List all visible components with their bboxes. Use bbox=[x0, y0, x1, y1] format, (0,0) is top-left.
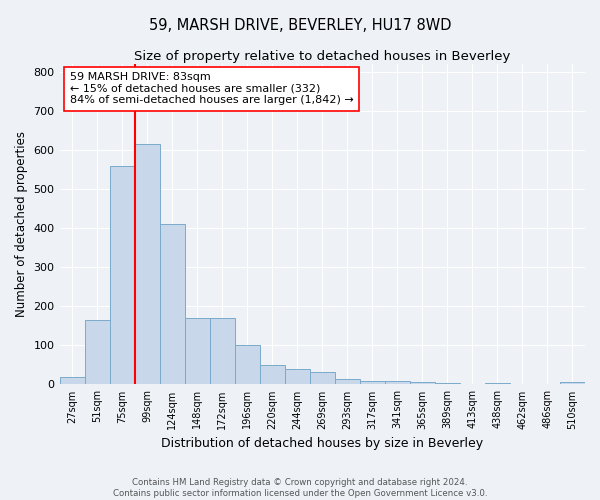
X-axis label: Distribution of detached houses by size in Beverley: Distribution of detached houses by size … bbox=[161, 437, 484, 450]
Bar bbox=[410, 382, 435, 384]
Bar bbox=[310, 372, 335, 384]
Bar bbox=[134, 144, 160, 384]
Text: Contains HM Land Registry data © Crown copyright and database right 2024.
Contai: Contains HM Land Registry data © Crown c… bbox=[113, 478, 487, 498]
Bar bbox=[85, 320, 110, 384]
Bar bbox=[59, 376, 85, 384]
Y-axis label: Number of detached properties: Number of detached properties bbox=[15, 132, 28, 318]
Bar bbox=[385, 382, 410, 384]
Bar bbox=[209, 318, 235, 384]
Bar bbox=[560, 382, 585, 384]
Bar bbox=[235, 346, 260, 385]
Bar bbox=[285, 369, 310, 384]
Text: 59, MARSH DRIVE, BEVERLEY, HU17 8WD: 59, MARSH DRIVE, BEVERLEY, HU17 8WD bbox=[149, 18, 451, 32]
Text: 59 MARSH DRIVE: 83sqm
← 15% of detached houses are smaller (332)
84% of semi-det: 59 MARSH DRIVE: 83sqm ← 15% of detached … bbox=[70, 72, 354, 106]
Bar bbox=[160, 224, 185, 384]
Bar bbox=[185, 318, 209, 384]
Bar bbox=[110, 166, 134, 384]
Bar bbox=[335, 380, 360, 384]
Title: Size of property relative to detached houses in Beverley: Size of property relative to detached ho… bbox=[134, 50, 511, 63]
Bar bbox=[360, 380, 385, 384]
Bar bbox=[260, 365, 285, 384]
